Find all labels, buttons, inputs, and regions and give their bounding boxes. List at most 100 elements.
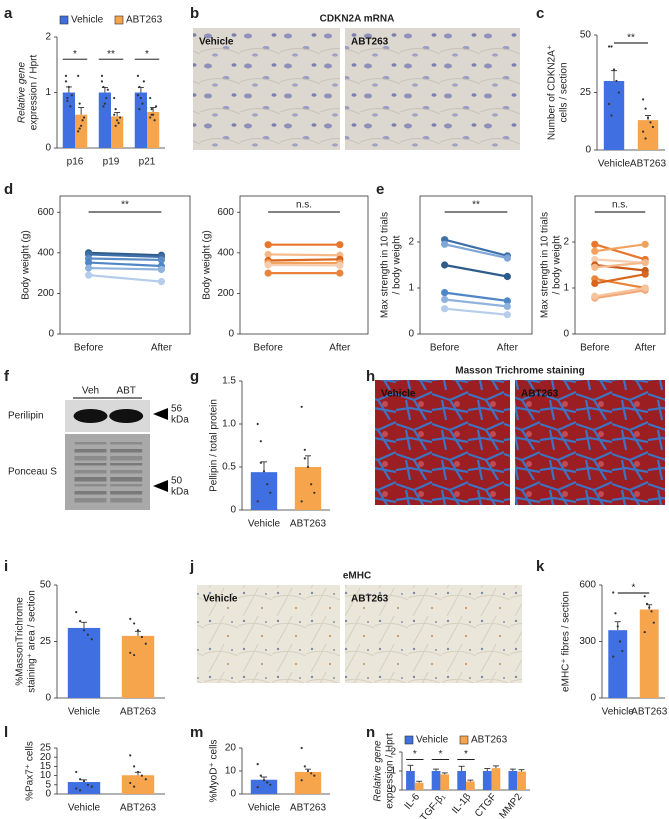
data-point — [106, 88, 109, 91]
data-point — [313, 491, 316, 494]
x-tick-label: Vehicle — [68, 707, 101, 718]
significance-label: n.s. — [612, 200, 628, 211]
legend-label: ABT263 — [126, 15, 163, 26]
y-tick-label: 0 — [390, 785, 396, 796]
y-tick-label: 0 — [563, 329, 569, 340]
bar — [98, 92, 111, 148]
panel-letter: b — [190, 5, 199, 22]
y-tick-label: 200 — [37, 288, 54, 299]
x-tick-label: Vehicle — [602, 707, 635, 718]
ponceau-band — [110, 477, 143, 482]
data-point — [616, 625, 619, 628]
series-line — [88, 274, 162, 283]
series-line — [444, 291, 508, 302]
series-marker — [157, 278, 165, 286]
plot-frame — [419, 195, 533, 335]
data-point — [75, 787, 78, 790]
data-point — [117, 121, 120, 125]
data-point — [644, 137, 647, 140]
data-point — [129, 754, 132, 757]
panel-title: Masson Trichrome staining — [455, 366, 584, 377]
bar — [134, 92, 147, 148]
series-line — [88, 253, 162, 258]
data-point — [642, 130, 645, 133]
legend-swatch — [59, 15, 69, 25]
micrograph — [375, 380, 510, 505]
bar — [639, 609, 659, 698]
legend-label: ABT263 — [471, 735, 508, 746]
data-point — [64, 74, 68, 77]
y-axis-label: Body weight (g) — [21, 230, 32, 299]
ponceau-band — [74, 470, 107, 474]
marker-arrow — [153, 480, 168, 492]
y-axis-label: %MassonTrichrome — [15, 597, 26, 686]
significance-label: ** — [121, 200, 129, 211]
bar — [111, 116, 124, 148]
data-point — [642, 98, 645, 101]
data-point — [306, 769, 310, 773]
series-marker — [591, 279, 599, 287]
series-marker — [641, 284, 649, 292]
data-point — [150, 113, 153, 116]
series-marker — [503, 272, 511, 281]
data-point — [610, 45, 613, 48]
significance-label: n.s. — [296, 200, 312, 211]
series-line — [88, 257, 162, 262]
data-point — [102, 85, 105, 89]
y-axis-label: staining⁺ area / section — [27, 590, 38, 693]
y-tick-label: 0 — [590, 693, 596, 704]
micrograph — [193, 28, 340, 150]
y-tick-label: 0 — [408, 329, 414, 340]
y-tick-label: 600 — [579, 580, 596, 591]
series-marker — [336, 261, 344, 270]
y-tick-label: 10 — [40, 770, 52, 781]
y-axis-label: Pellipin / total protein — [209, 399, 220, 492]
y-tick-label: 1 — [390, 766, 396, 777]
data-point — [617, 91, 620, 94]
x-tick-label: Vehicle — [598, 159, 631, 170]
y-tick-label: 400 — [37, 247, 54, 258]
bar — [250, 472, 278, 510]
data-point — [645, 602, 649, 605]
bar — [250, 779, 278, 794]
y-tick-label: 0 — [45, 693, 51, 704]
marker-label: kDa — [171, 415, 189, 426]
bar — [406, 771, 415, 790]
series-marker — [591, 263, 599, 271]
y-tick-label: 0 — [45, 143, 51, 154]
panel-letter: k — [536, 558, 545, 575]
series-marker — [591, 255, 599, 264]
data-point — [86, 633, 89, 636]
data-point — [269, 783, 272, 786]
data-point — [77, 130, 80, 133]
data-point — [78, 102, 81, 105]
x-tick-label: ABT263 — [290, 803, 327, 814]
data-point — [615, 79, 618, 83]
data-point — [149, 96, 152, 100]
panel-letter: l — [4, 724, 8, 741]
series-marker — [641, 240, 649, 248]
y-axis-label: %Pax7⁺ cells — [25, 741, 36, 801]
y-tick-label: 2 — [408, 237, 414, 248]
data-point — [262, 779, 266, 782]
data-point — [118, 116, 122, 119]
data-point — [313, 774, 316, 777]
data-point — [650, 610, 653, 613]
y-axis-label: %MyoD⁺ cells — [209, 739, 220, 802]
y-tick-label: 600 — [37, 207, 54, 218]
y-axis-label: Relative gene — [373, 740, 384, 802]
data-point — [105, 96, 108, 100]
series-line — [444, 263, 508, 278]
data-point — [648, 606, 651, 609]
series-marker — [441, 240, 449, 248]
y-tick-label: 600 — [217, 207, 234, 218]
bar — [431, 771, 441, 790]
x-tick-label: After — [151, 343, 173, 354]
y-tick-label: 1.0 — [222, 419, 236, 430]
ponceau-band — [74, 463, 107, 466]
y-tick-label: 15 — [40, 761, 52, 772]
data-point — [303, 765, 306, 768]
data-point — [133, 622, 136, 625]
y-tick-label: 10 — [225, 766, 237, 777]
